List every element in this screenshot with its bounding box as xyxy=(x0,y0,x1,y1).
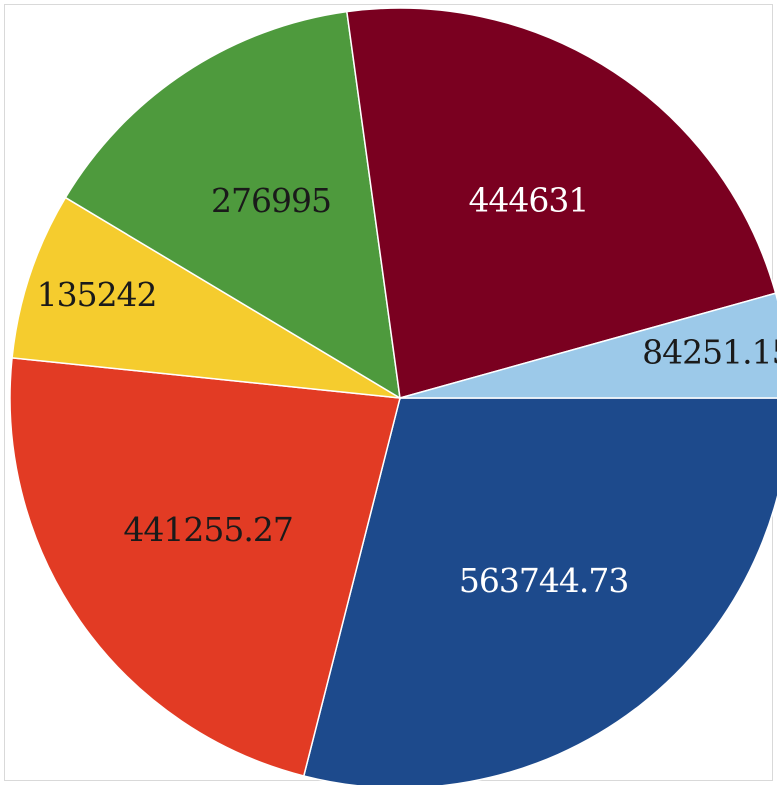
pie-slice-label: 563744.73 xyxy=(459,561,628,600)
pie-slice xyxy=(64,10,401,400)
pie-slice-label: 276995 xyxy=(211,181,331,220)
pie-slice xyxy=(399,292,777,399)
pie-slices xyxy=(9,7,777,785)
pie-slice-label: 441255.27 xyxy=(123,510,292,549)
pie-slice xyxy=(302,397,777,785)
pie-slice xyxy=(11,196,401,399)
pie-labels: 563744.73 441255.27 135242 276995 444631 8425… xyxy=(37,180,777,599)
pie-slice-label: 84251.15 xyxy=(642,333,777,372)
pie-slice-label: 444631 xyxy=(468,180,588,219)
pie-slice-label: 135242 xyxy=(37,275,157,314)
pie-slice xyxy=(345,7,777,399)
pie-slice xyxy=(9,357,401,777)
